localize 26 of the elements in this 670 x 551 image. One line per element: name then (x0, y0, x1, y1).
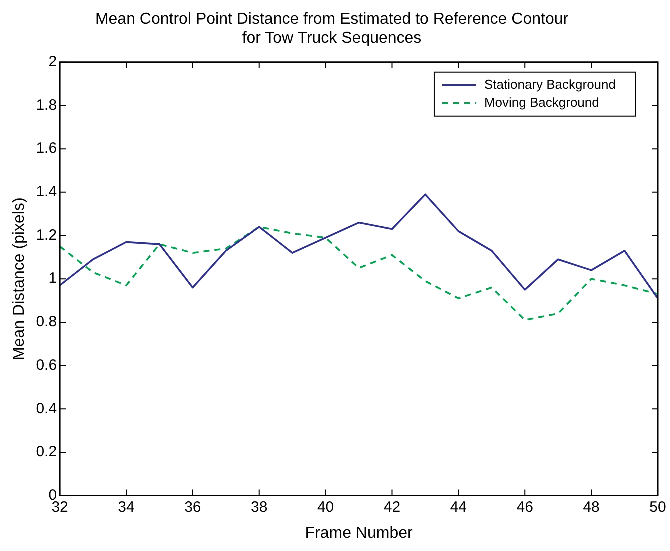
x-tick-label: 34 (118, 498, 135, 516)
y-tick-label: 0.4 (36, 400, 58, 418)
y-tick-label: 0.2 (36, 444, 58, 461)
y-tick-label: 2 (48, 54, 58, 71)
x-tick-label: 46 (516, 498, 534, 516)
y-tick-label: 1 (48, 270, 58, 288)
x-tick-label: 38 (251, 498, 268, 516)
x-tick-label: 40 (317, 498, 334, 516)
x-tick-label: 48 (583, 498, 600, 516)
y-tick-label: 0.6 (36, 356, 58, 374)
legend-label: Stationary Background (484, 76, 616, 92)
x-axis-title: Frame Number (305, 524, 414, 542)
x-tick-label: 42 (384, 498, 401, 516)
y-tick-label: 1.2 (36, 226, 58, 244)
y-axis-title: Mean Distance (pixels) (11, 198, 28, 360)
x-tick-label: 44 (450, 498, 468, 516)
x-tick-label: 32 (52, 498, 68, 516)
x-tick-label: 36 (184, 498, 202, 516)
x-tick-label: 50 (650, 498, 666, 516)
y-tick-label: 1.4 (36, 184, 58, 201)
y-tick-label: 1.8 (36, 96, 58, 114)
legend-label: Moving Background (484, 94, 600, 110)
y-tick-label: 0.8 (36, 314, 58, 331)
line-series (60, 226, 658, 322)
y-tick-label: 1.6 (36, 140, 58, 158)
chart-title: Mean Control Point Distance from Estimated to Reference Contour for Tow Truck Sequences (95, 11, 570, 48)
